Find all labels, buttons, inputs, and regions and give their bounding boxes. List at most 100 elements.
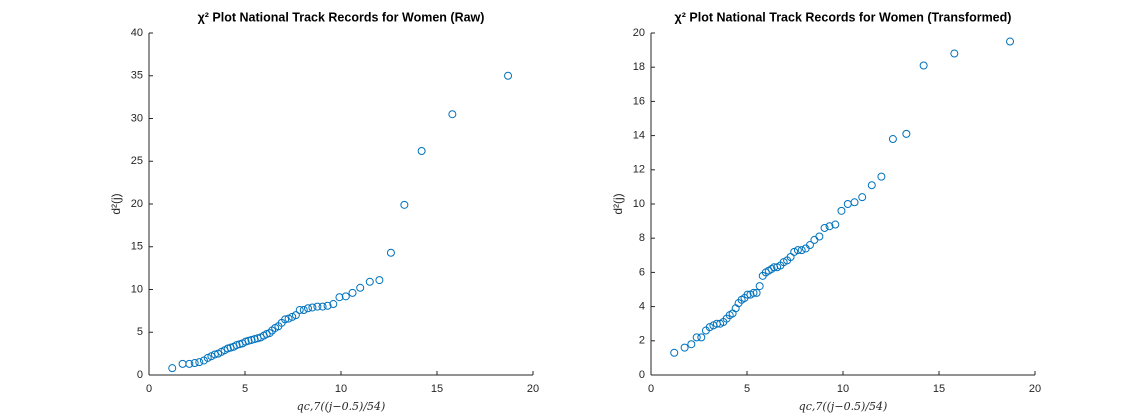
x-tick-label: 0 [146, 383, 152, 395]
x-tick-label: 20 [1029, 383, 1041, 395]
point [313, 302, 322, 311]
point [168, 364, 177, 373]
point [232, 341, 241, 350]
y-tick-label: 12 [633, 164, 645, 176]
point [843, 200, 852, 208]
point [888, 135, 897, 144]
y-tick-label: 5 [137, 326, 143, 338]
y-tick-label: 6 [639, 266, 645, 278]
y-tick-label: 0 [137, 369, 143, 381]
point [687, 340, 696, 349]
point [203, 353, 212, 362]
point [743, 290, 752, 299]
point [797, 246, 806, 255]
y-tick-label: 20 [131, 198, 143, 210]
point [417, 146, 426, 155]
point [400, 200, 409, 209]
x-tick-label: 5 [744, 383, 750, 395]
point [365, 277, 374, 286]
point [793, 246, 802, 255]
y-tick-label: 35 [131, 70, 143, 82]
point [749, 288, 758, 297]
point [877, 172, 886, 181]
point [680, 343, 689, 352]
point [752, 288, 761, 297]
point [919, 61, 928, 70]
point [244, 336, 253, 345]
point [705, 323, 714, 332]
x-axis-label: qc,7((j−0.5)/54) [297, 400, 386, 413]
point [902, 129, 911, 138]
point [831, 220, 840, 229]
point [697, 333, 706, 342]
point [950, 49, 959, 58]
point [837, 206, 846, 215]
point [867, 181, 876, 190]
point [504, 71, 513, 80]
point [692, 333, 701, 342]
chart-title: χ² Plot National Track Records for Women… [675, 10, 1012, 24]
point [318, 302, 327, 311]
point [299, 306, 308, 315]
point [308, 303, 317, 312]
point [1006, 37, 1015, 46]
y-tick-label: 18 [633, 61, 645, 73]
point [335, 293, 344, 302]
point [329, 300, 338, 309]
point [858, 193, 867, 202]
point [805, 241, 814, 250]
y-tick-label: 15 [131, 241, 143, 253]
point [356, 283, 365, 292]
point [815, 232, 824, 241]
point [190, 359, 199, 368]
y-tick-label: 8 [639, 232, 645, 244]
y-tick-label: 10 [131, 283, 143, 295]
point [284, 314, 293, 323]
y-tick-label: 0 [639, 369, 645, 381]
point [281, 315, 290, 324]
y-tick-label: 20 [633, 27, 645, 39]
point [288, 312, 297, 321]
point [850, 198, 859, 207]
y-tick-label: 40 [131, 27, 143, 39]
point [348, 288, 357, 297]
point [448, 110, 457, 119]
point [790, 247, 799, 256]
x-tick-label: 20 [527, 383, 539, 395]
point [825, 222, 834, 231]
point [810, 235, 819, 244]
x-tick-label: 15 [933, 383, 945, 395]
y-tick-label: 25 [131, 155, 143, 167]
point [820, 223, 829, 232]
point [291, 311, 300, 320]
point [185, 359, 194, 368]
x-axis-label: qc,7((j−0.5)/54) [799, 400, 888, 413]
y-axis-label: d²(j) [109, 193, 123, 214]
y-tick-label: 10 [633, 198, 645, 210]
point [375, 276, 384, 285]
point [195, 358, 204, 367]
point [250, 335, 259, 344]
x-tick-label: 0 [648, 383, 654, 395]
point [755, 282, 764, 291]
point [265, 329, 274, 338]
point [386, 248, 395, 257]
y-tick-label: 30 [131, 112, 143, 124]
point [295, 306, 304, 315]
point [323, 301, 332, 310]
point [178, 359, 187, 368]
x-tick-label: 15 [431, 383, 443, 395]
point [767, 264, 776, 273]
x-tick-label: 10 [837, 383, 849, 395]
x-tick-label: 10 [335, 383, 347, 395]
point [341, 292, 350, 301]
x-tick-label: 5 [242, 383, 248, 395]
y-tick-label: 14 [633, 130, 645, 142]
point [670, 348, 679, 357]
y-axis-label: d²(j) [611, 193, 625, 214]
point [247, 335, 256, 344]
point [303, 304, 312, 313]
chart-title: χ² Plot National Track Records for Women… [198, 10, 485, 24]
y-tick-label: 4 [639, 301, 645, 313]
